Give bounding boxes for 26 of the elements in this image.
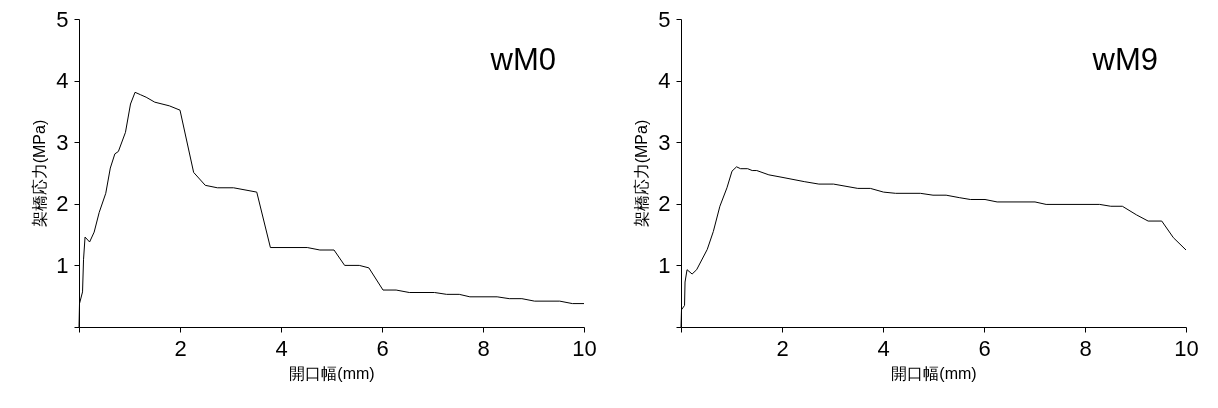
x-tick-label: 8 [477,335,490,361]
annotation: wM9 [1091,42,1158,77]
y-tick-label: 2 [56,191,69,217]
x-tick-label: 4 [275,335,288,361]
y-tick-label: 3 [658,129,671,155]
x-tick-label: 10 [1174,335,1199,361]
y-tick-label: 3 [56,129,69,155]
y-tick-label: 2 [658,191,671,217]
y-tick-label: 4 [56,68,69,94]
y-tick-label: 4 [658,68,671,94]
y-tick-label: 1 [658,252,671,278]
y-tick-label: 5 [56,6,69,32]
x-tick-label: 2 [776,335,789,361]
x-tick-label: 6 [978,335,991,361]
x-tick-label: 2 [174,335,187,361]
y-axis-title: 架橋応力(MPa) [31,119,49,228]
y-tick-label: 5 [658,6,671,32]
x-tick-label: 10 [572,335,597,361]
annotation: wM0 [489,42,556,77]
x-axis-title: 開口幅(mm) [289,364,375,382]
y-tick-label: 1 [56,252,69,278]
x-tick-label: 6 [376,335,389,361]
y-axis-title: 架橋応力(MPa) [633,119,651,228]
x-axis-title: 開口幅(mm) [891,364,977,382]
x-tick-label: 8 [1079,335,1092,361]
x-tick-label: 4 [877,335,890,361]
